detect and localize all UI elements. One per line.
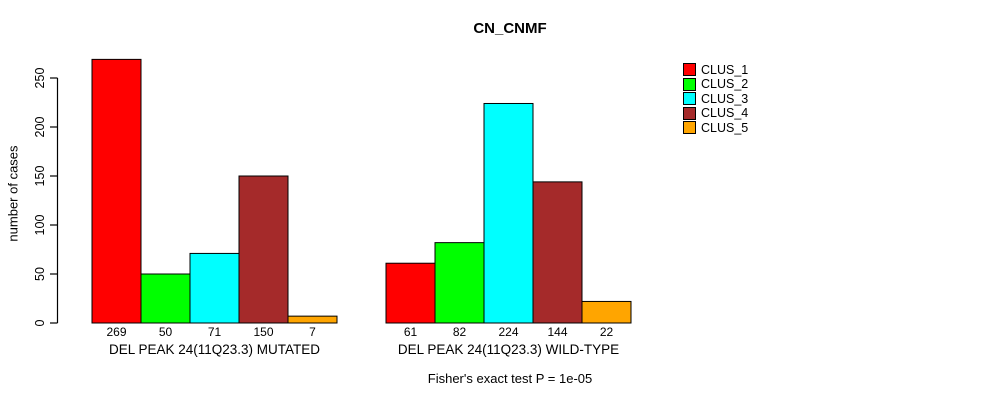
chart-title: CN_CNMF xyxy=(473,20,547,37)
bar-clus_1-group1 xyxy=(91,58,142,324)
bar-value-label: 144 xyxy=(547,325,567,339)
legend-swatch-clus_3 xyxy=(683,92,696,106)
bar-clus_3-group2 xyxy=(483,102,534,324)
legend-label: CLUS_2 xyxy=(701,77,749,92)
legend-swatch-clus_5 xyxy=(683,121,696,135)
bar-clus_2-group1 xyxy=(140,273,191,324)
bar-value-label: 150 xyxy=(253,325,273,339)
legend: CLUS_1 CLUS_2 CLUS_3 CLUS_4 CLUS_5 xyxy=(683,63,748,135)
legend-swatch-clus_1 xyxy=(683,63,696,77)
y-tick-label: 200 xyxy=(33,117,47,138)
legend-item: CLUS_5 xyxy=(683,121,748,135)
bar-value-label: 224 xyxy=(498,325,518,339)
bar-clus_4-group1 xyxy=(238,175,289,324)
legend-label: CLUS_1 xyxy=(701,62,749,77)
bar-clus_5-group2 xyxy=(581,300,632,324)
legend-swatch-clus_4 xyxy=(683,106,696,120)
fisher-test-note: Fisher's exact test P = 1e-05 xyxy=(427,371,593,386)
legend-label: CLUS_4 xyxy=(701,106,749,121)
bar-value-label: 61 xyxy=(404,325,418,339)
legend-item: CLUS_2 xyxy=(683,77,749,92)
bar-clus_5-group1 xyxy=(287,315,338,324)
legend-swatch-clus_2 xyxy=(683,77,696,91)
legend-item: CLUS_3 xyxy=(683,92,748,106)
y-tick-label: 150 xyxy=(33,166,47,187)
legend-item: CLUS_1 xyxy=(683,63,748,77)
bar-clus_2-group2 xyxy=(434,242,485,324)
bar-value-label: 50 xyxy=(159,325,173,339)
legend-item: CLUS_4 xyxy=(683,106,749,121)
bar-clus_4-group2 xyxy=(532,181,583,324)
legend-label: CLUS_3 xyxy=(701,91,749,106)
legend-label: CLUS_5 xyxy=(701,120,749,135)
bar-value-label: 269 xyxy=(106,325,126,339)
bar-clus_3-group1 xyxy=(189,252,240,324)
y-tick-label: 100 xyxy=(33,215,47,236)
y-tick-label: 250 xyxy=(33,68,47,89)
group-label: DEL PEAK 24(11Q23.3) MUTATED xyxy=(109,342,320,357)
y-tick-label: 0 xyxy=(33,319,47,326)
bar-value-label: 7 xyxy=(309,325,316,339)
y-tick-label: 50 xyxy=(33,267,47,281)
bar-clus_1-group2 xyxy=(385,262,436,324)
bar-value-label: 82 xyxy=(453,325,467,339)
bar-value-label: 71 xyxy=(208,325,222,339)
bar-value-label: 22 xyxy=(600,325,614,339)
group-label: DEL PEAK 24(11Q23.3) WILD-TYPE xyxy=(398,342,619,357)
